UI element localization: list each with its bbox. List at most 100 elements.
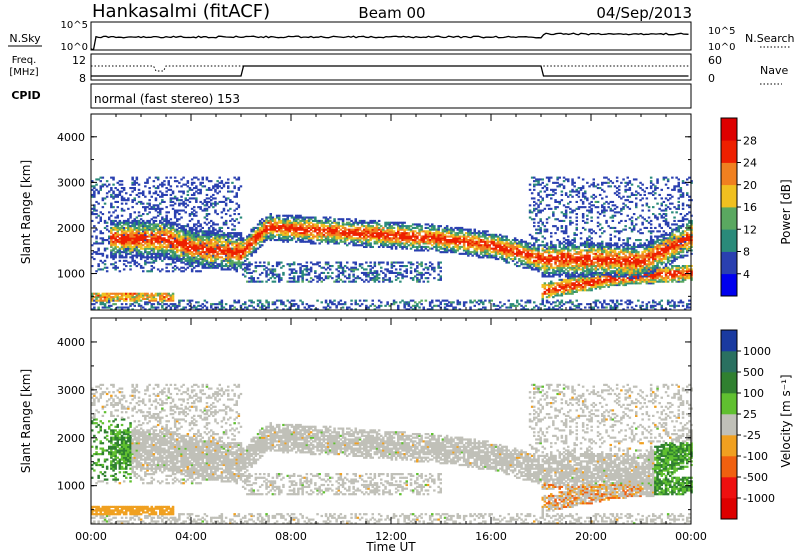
power-cell [263,239,266,242]
power-cell [207,232,211,235]
power-cell [161,259,164,262]
power-cell [539,202,542,205]
power-cell [256,235,260,238]
power-cell [237,252,241,255]
power-cell [530,211,534,214]
power-cell [547,216,551,219]
power-cell [522,249,525,252]
power-cell [403,242,406,245]
power-cell [516,252,519,255]
power-cell [165,263,168,266]
power-cell [171,304,175,307]
power-cell [460,239,464,242]
power-cell [137,245,141,248]
power-cell [161,218,164,221]
power-cell [541,284,544,287]
power-cell [558,282,561,285]
power-cell [322,228,326,231]
power-cell [222,306,226,309]
power-cell [205,240,209,243]
power-cell [305,216,309,219]
power-cell [252,242,255,245]
power-cell [93,207,96,210]
power-cell [516,245,519,248]
power-cell [188,308,192,311]
power-cell [159,225,162,228]
power-cell [537,245,540,248]
power-cell [441,228,445,231]
power-cell [337,273,340,276]
power-cell [518,251,521,254]
power-cell [460,226,464,229]
power-cell [275,233,279,236]
power-cell [199,239,202,242]
power-cell [295,225,298,228]
power-cell [229,252,232,255]
power-cell [222,265,226,268]
power-cell [341,232,345,235]
power-cell [371,230,374,233]
power-cell [346,308,349,311]
power-cell [326,226,330,229]
power-cell [220,180,224,183]
power-cell [501,235,504,238]
power-cell [112,299,115,302]
power-cell [120,228,124,231]
power-cell [114,228,117,231]
power-cell [178,268,181,271]
power-cell [339,225,343,228]
power-cell [441,233,445,236]
power-cell [322,239,326,242]
power-cell [195,249,198,252]
power-cell [424,271,428,274]
power-cell [186,254,190,257]
power-cell [320,271,323,274]
power-cell [256,233,260,236]
power-cell [513,240,517,243]
power-cell [148,299,151,302]
power-cell [161,306,164,309]
power-cell [120,235,124,238]
power-cell [301,278,304,281]
power-cell [280,299,283,302]
power-cell [131,232,134,235]
power-cell [403,239,406,242]
power-cell [254,280,258,283]
power-cell [397,239,400,242]
power-cell [556,268,559,271]
power-cell [233,232,236,235]
power-cell [150,265,153,268]
power-cell [205,263,209,266]
power-cell [180,185,183,188]
power-cell [275,230,279,233]
power-cell [562,292,566,295]
power-cell [411,308,415,311]
power-cell [509,240,513,243]
power-cell [205,245,209,248]
power-cell [414,304,417,307]
nsky-tick-top: 10^5 [61,20,88,31]
power-cell [520,256,523,259]
power-cell [218,301,221,304]
power-cell [254,266,258,269]
power-cell [127,244,130,247]
power-cell [403,221,406,224]
power-cell [507,249,510,252]
nave-tick-bottom: 0 [708,72,715,85]
power-cell [125,247,128,250]
power-cell [139,245,143,248]
power-cell [131,242,134,245]
power-cell [250,252,253,255]
power-cell [135,247,139,250]
power-cell [431,301,434,304]
power-cell [258,230,262,233]
power-cell [541,223,544,226]
power-cell [103,297,107,300]
power-cell [541,252,544,255]
power-cell [535,252,538,255]
power-cell [284,237,287,240]
power-cell [195,185,198,188]
power-cell [329,301,332,304]
power-cell [469,242,472,245]
power-cell [477,299,481,302]
